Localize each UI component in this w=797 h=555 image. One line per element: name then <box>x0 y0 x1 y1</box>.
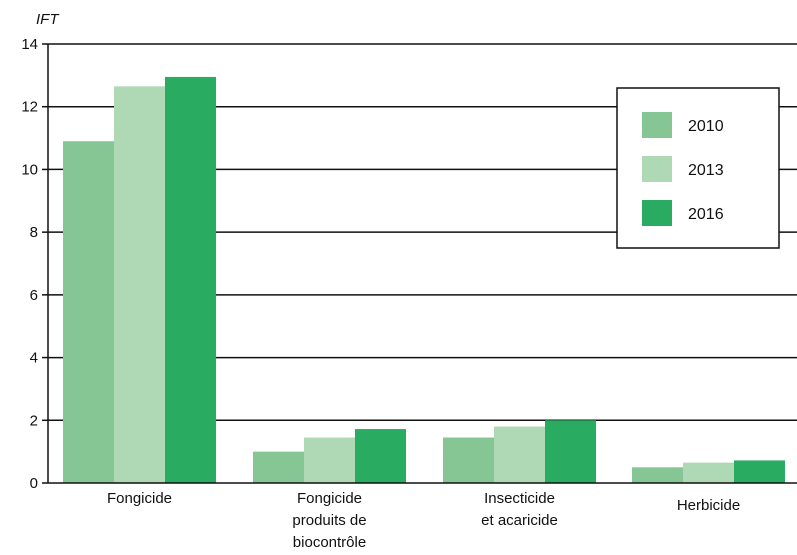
category-label: Fongicide <box>107 490 172 507</box>
bar-2016-3 <box>734 460 785 483</box>
category-label: biocontrôle <box>293 534 366 551</box>
bar-2016-1 <box>355 429 406 483</box>
legend-label: 2010 <box>688 118 724 135</box>
legend-label: 2013 <box>688 162 724 179</box>
y-tick-label: 10 <box>21 161 38 178</box>
bar-2013-3 <box>683 462 734 483</box>
y-axis-label: IFT <box>36 11 60 28</box>
legend-swatch-2010 <box>642 112 672 138</box>
y-tick-labels: 0 2 4 6 8 10 12 14 <box>21 36 48 492</box>
y-tick-label: 12 <box>21 99 38 116</box>
bar-2016-0 <box>165 76 216 484</box>
category-label: et acaricide <box>481 512 558 529</box>
bar-2013-1 <box>304 437 355 483</box>
y-tick-label: 8 <box>30 224 38 241</box>
y-tick-label: 6 <box>30 287 38 304</box>
y-tick-label: 14 <box>21 36 38 53</box>
y-tick-label: 0 <box>30 475 38 492</box>
bar-2010-1 <box>253 451 304 483</box>
category-labels: Fongicide Fongicide produits de biocontrôle… <box>107 490 740 551</box>
category-label: Herbicide <box>677 497 740 514</box>
bar-2010-2 <box>443 437 494 483</box>
y-tick-label: 2 <box>30 412 38 429</box>
bar-2010-3 <box>632 467 683 483</box>
category-label: produits de <box>292 512 366 529</box>
y-tick-label: 4 <box>30 350 38 367</box>
category-label: Fongicide <box>297 490 362 507</box>
legend: 2010 2013 2016 <box>616 87 780 249</box>
category-label: Insecticide <box>484 490 555 507</box>
axes <box>47 44 797 484</box>
legend-swatch-2016 <box>642 200 672 226</box>
bar-2010-0 <box>63 141 114 483</box>
bars <box>63 76 785 484</box>
bar-2016-2 <box>545 420 596 483</box>
bar-2013-0 <box>114 86 165 483</box>
bar-2013-2 <box>494 426 545 483</box>
legend-swatch-2013 <box>642 156 672 182</box>
legend-label: 2016 <box>688 206 724 223</box>
